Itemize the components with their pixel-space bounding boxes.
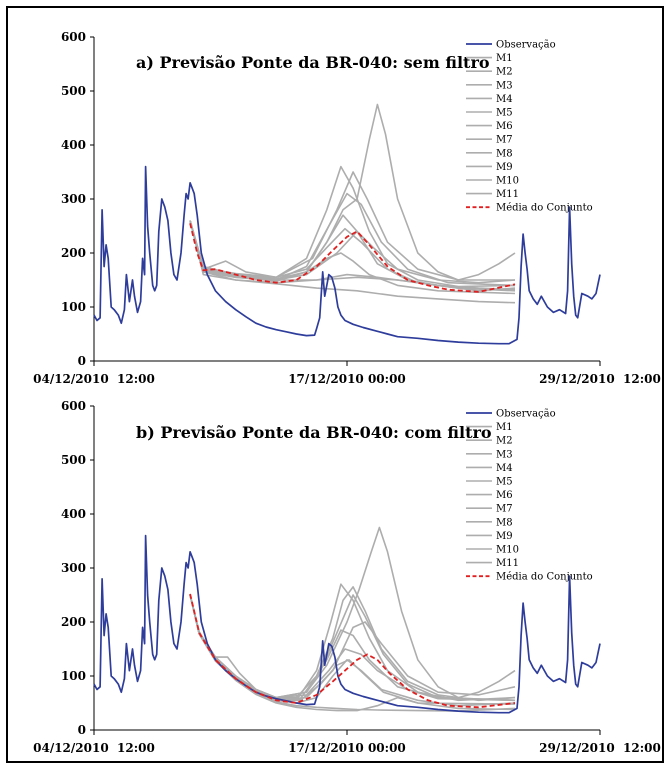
y-tick-label: 300 bbox=[61, 561, 86, 575]
legend-label: M3 bbox=[496, 449, 513, 460]
legend-label: M6 bbox=[496, 490, 513, 501]
legend-label: M9 bbox=[496, 531, 513, 542]
series-line-m10 bbox=[189, 103, 516, 281]
legend: Observação M1 M2 M3 M4 M5 M6 M7 M8 M9 M10 M11 Média … bbox=[466, 409, 593, 583]
legend-label: Média do Conjunto bbox=[496, 572, 593, 583]
chart-title: a) Previsão Ponte da BR-040: sem filtro bbox=[136, 53, 490, 72]
legend-label: M2 bbox=[496, 436, 513, 447]
legend-label: M3 bbox=[496, 80, 513, 91]
x-tick-label: 17/12/2010 00:00 bbox=[288, 741, 406, 755]
y-tick-label: 100 bbox=[61, 300, 86, 314]
legend-label: M5 bbox=[496, 108, 513, 119]
x-tick-label: 29/12/2010 12:00 bbox=[539, 741, 661, 755]
series-line-m1 bbox=[189, 594, 516, 707]
y-tick-label: 500 bbox=[61, 453, 86, 467]
chart-panel-a: 0 100 200 300 400 500 600 04/12/2010 12:00 17/12… bbox=[33, 30, 661, 386]
y-tick-label: 400 bbox=[61, 507, 86, 521]
series-line-m7 bbox=[189, 220, 516, 291]
legend-label: M10 bbox=[496, 545, 519, 556]
legend-label: M8 bbox=[496, 517, 513, 528]
legend-label: M4 bbox=[496, 463, 513, 474]
legend-label: M2 bbox=[496, 67, 513, 78]
series-line-m11 bbox=[189, 220, 516, 304]
y-tick-label: 200 bbox=[61, 615, 86, 629]
legend-label: M5 bbox=[496, 477, 513, 488]
y-tick-label: 0 bbox=[78, 354, 86, 368]
y-tick-label: 300 bbox=[61, 192, 86, 206]
series-line-observacao bbox=[93, 165, 601, 345]
x-tick-label: 29/12/2010 12:00 bbox=[539, 372, 661, 386]
legend: Observação M1 M2 M3 M4 M5 M6 M7 M8 M9 M10 M11 Média … bbox=[466, 40, 593, 214]
legend-label: M4 bbox=[496, 94, 513, 105]
legend-label: Observação bbox=[496, 409, 556, 420]
series-line-media-do-conjunto bbox=[189, 223, 516, 293]
x-tick-label: 17/12/2010 00:00 bbox=[288, 372, 406, 386]
y-tick-label: 100 bbox=[61, 669, 86, 683]
legend-label: M7 bbox=[496, 504, 513, 515]
legend-label: Média do Conjunto bbox=[496, 203, 593, 214]
y-tick-label: 200 bbox=[61, 246, 86, 260]
series-line-observacao bbox=[93, 534, 601, 714]
chart-title: b) Previsão Ponte da BR-040: com filtro bbox=[136, 423, 492, 442]
y-tick-label: 0 bbox=[78, 723, 86, 737]
series-line-m10 bbox=[189, 526, 516, 699]
chart-panel-b: 0 100 200 300 400 500 600 04/12/2010 12:00 17/12… bbox=[33, 399, 661, 755]
y-tick-label: 400 bbox=[61, 138, 86, 152]
legend-label: M7 bbox=[496, 135, 513, 146]
series-line-m9 bbox=[189, 594, 516, 705]
y-tick-label: 500 bbox=[61, 84, 86, 98]
series-line-m8 bbox=[189, 594, 516, 702]
x-tick-label: 04/12/2010 12:00 bbox=[33, 372, 155, 386]
legend-label: M11 bbox=[496, 558, 519, 569]
y-tick-label: 600 bbox=[61, 30, 86, 44]
series-line-m8 bbox=[189, 220, 516, 284]
x-tick-label: 04/12/2010 12:00 bbox=[33, 741, 155, 755]
legend-label: M9 bbox=[496, 162, 513, 173]
series-line-m9 bbox=[189, 220, 516, 295]
legend-label: M1 bbox=[496, 53, 513, 64]
series-line-m6 bbox=[189, 594, 516, 702]
legend-label: M8 bbox=[496, 148, 513, 159]
series-line-m4 bbox=[189, 594, 516, 702]
legend-label: M6 bbox=[496, 121, 513, 132]
legend-label: M1 bbox=[496, 422, 513, 433]
legend-label: M11 bbox=[496, 189, 519, 200]
legend-label: M10 bbox=[496, 176, 519, 187]
y-tick-label: 600 bbox=[61, 399, 86, 413]
legend-label: Observação bbox=[496, 40, 556, 51]
series-line-m7 bbox=[189, 594, 516, 702]
series-line-media-do-conjunto bbox=[189, 593, 516, 709]
